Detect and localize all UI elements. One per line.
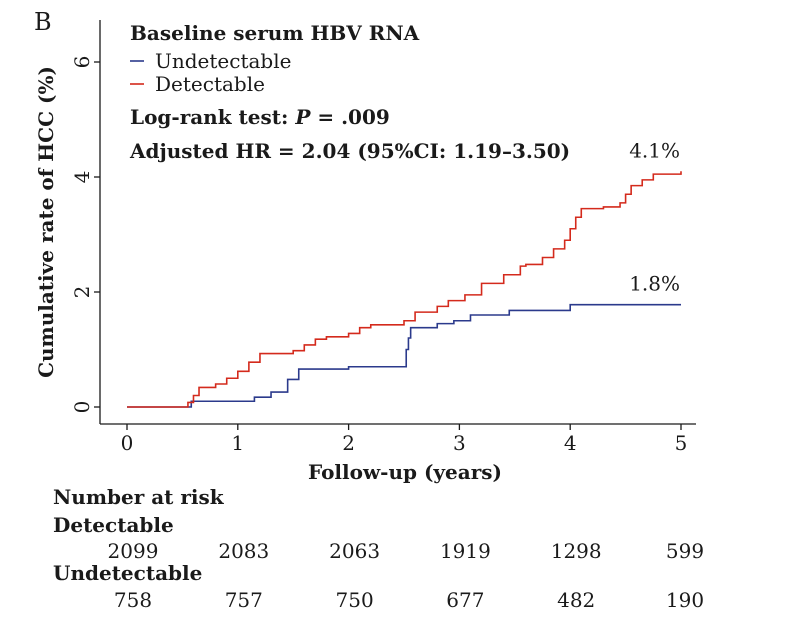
panel-letter: B: [34, 8, 52, 36]
risk-value: 677: [446, 588, 484, 612]
risk-table-title: Number at risk: [53, 485, 225, 509]
risk-value: 599: [666, 539, 704, 563]
legend-label-undetectable: Undetectable: [155, 49, 291, 73]
x-tick-label: 2: [342, 431, 355, 455]
axis-ticks: 0 1 2 3 4 5 0 2 4 6: [70, 56, 687, 455]
risk-value: 1298: [551, 539, 602, 563]
risk-value: 2099: [108, 539, 159, 563]
y-tick-label: 0: [70, 401, 94, 414]
legend: Baseline serum HBV RNA Undetectable Dete…: [130, 21, 420, 96]
log-rank-annotation: Log-rank test: P = .009: [130, 105, 390, 129]
x-tick-label: 0: [121, 431, 134, 455]
risk-value: 757: [225, 588, 263, 612]
curve-undetectable: [127, 303, 681, 408]
risk-value: 2083: [218, 539, 269, 563]
legend-title: Baseline serum HBV RNA: [130, 21, 420, 45]
risk-table: Number at risk Detectable Undetectable 2…: [53, 485, 704, 612]
risk-value: 750: [336, 588, 374, 612]
y-tick-label: 4: [70, 171, 94, 184]
risk-value: 758: [114, 588, 152, 612]
hazard-ratio-annotation: Adjusted HR = 2.04 (95%CI: 1.19–3.50): [129, 139, 570, 163]
y-axis-label: Cumulative rate of HCC (%): [34, 66, 58, 378]
y-tick-label: 6: [70, 56, 94, 69]
risk-value: 190: [666, 588, 704, 612]
end-label-detectable: 4.1%: [629, 138, 680, 162]
x-tick-label: 1: [231, 431, 244, 455]
risk-group-label-detectable: Detectable: [53, 513, 174, 537]
y-tick-label: 2: [70, 286, 94, 299]
survival-curves: [127, 171, 682, 408]
risk-value: 482: [557, 588, 595, 612]
x-tick-label: 3: [453, 431, 466, 455]
end-labels: 1.8% 4.1%: [629, 138, 680, 295]
risk-value: 1919: [440, 539, 491, 563]
x-tick-label: 4: [564, 431, 577, 455]
risk-values: 2099 2083 2063 1919 1298 599 758 757 750 677 482 19…: [108, 539, 705, 612]
legend-label-detectable: Detectable: [155, 72, 265, 96]
curve-detectable: [127, 171, 682, 408]
x-tick-label: 5: [675, 431, 688, 455]
risk-value: 2063: [329, 539, 380, 563]
end-label-undetectable: 1.8%: [629, 272, 680, 296]
risk-group-label-undetectable: Undetectable: [53, 561, 202, 585]
x-axis-label: Follow-up (years): [308, 460, 502, 484]
